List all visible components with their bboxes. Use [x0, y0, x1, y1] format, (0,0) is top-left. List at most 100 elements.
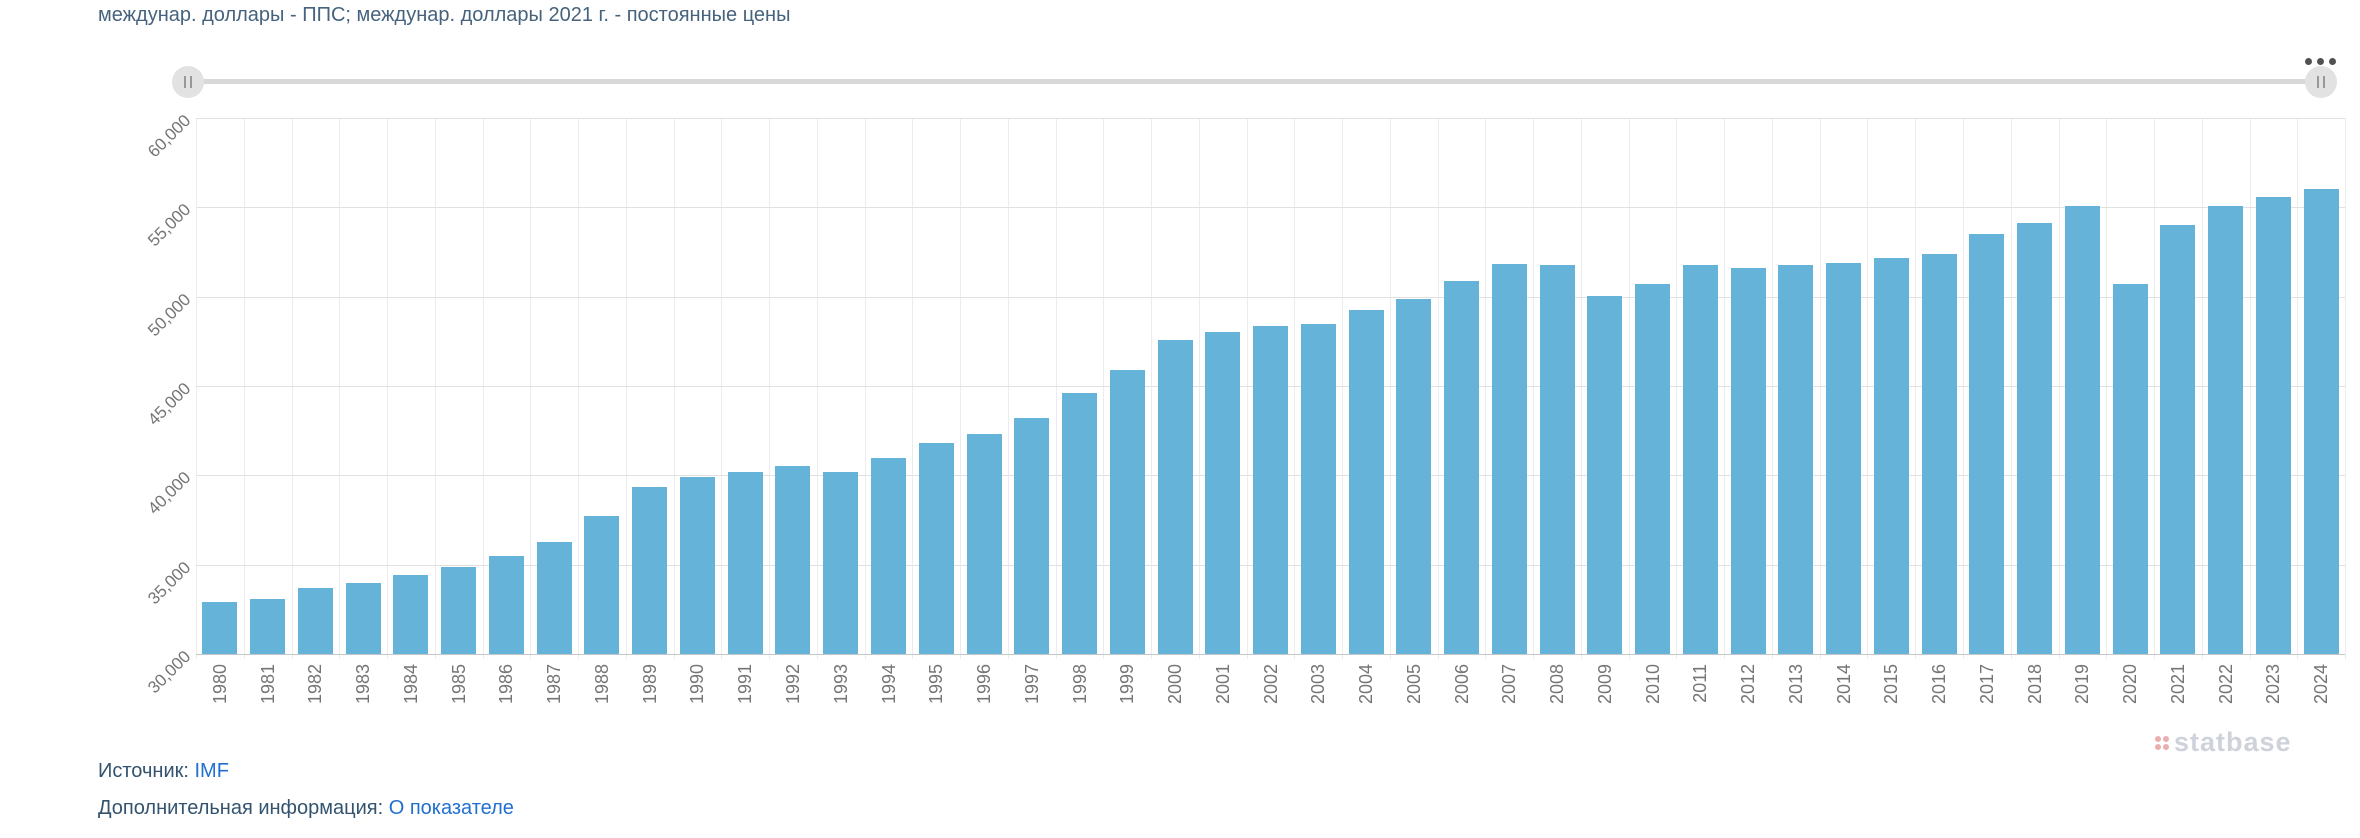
x-axis-tick-label: 2015: [1881, 664, 1902, 705]
bar-2024[interactable]: [2303, 188, 2339, 654]
bar-1989[interactable]: [632, 486, 668, 654]
bar-1987[interactable]: [536, 542, 572, 654]
slider-track[interactable]: [196, 79, 2314, 84]
vertical-gridline: [1724, 118, 1726, 659]
vertical-gridline: [482, 118, 484, 659]
x-axis-tick-label: 2020: [2120, 664, 2141, 705]
x-axis-tick-label: 1991: [735, 664, 756, 705]
vertical-gridline: [1915, 118, 1917, 659]
vertical-gridline: [960, 118, 962, 659]
x-axis-tick-label: 2008: [1547, 664, 1567, 705]
bar-1997[interactable]: [1014, 418, 1050, 654]
bar-2012[interactable]: [1730, 268, 1766, 654]
bar-1992[interactable]: [775, 465, 811, 654]
bar-2000[interactable]: [1157, 340, 1193, 654]
gridline: [196, 207, 2345, 209]
bar-1983[interactable]: [345, 582, 381, 654]
bar-2013[interactable]: [1778, 264, 1814, 654]
bar-1981[interactable]: [250, 598, 286, 654]
bar-1991[interactable]: [727, 471, 763, 654]
bar-2011[interactable]: [1682, 265, 1718, 654]
vertical-gridline: [2106, 118, 2108, 659]
slider-left-handle[interactable]: [172, 66, 204, 98]
bar-2009[interactable]: [1587, 295, 1623, 654]
vertical-gridline: [1533, 118, 1535, 659]
bar-2008[interactable]: [1539, 265, 1575, 654]
bar-2003[interactable]: [1300, 323, 1336, 654]
bar-2014[interactable]: [1826, 262, 1862, 654]
x-axis-line: [196, 654, 2345, 655]
bar-2010[interactable]: [1635, 284, 1670, 654]
bar-1996[interactable]: [966, 434, 1002, 654]
x-axis-tick-label: 2011: [1690, 664, 1711, 703]
bar-2016[interactable]: [1921, 253, 1957, 654]
bar-1998[interactable]: [1062, 393, 1097, 654]
x-axis-tick-label: 1997: [1021, 664, 1042, 705]
vertical-gridline: [625, 118, 627, 659]
y-axis-tick-label: 35,000: [144, 557, 195, 608]
vertical-gridline: [1819, 118, 1821, 659]
bar-1999[interactable]: [1109, 369, 1145, 654]
vertical-gridline: [434, 118, 436, 659]
drag-handle-icon: [184, 76, 186, 88]
x-axis-tick-label: 1982: [305, 664, 326, 705]
bar-2021[interactable]: [2160, 225, 2196, 654]
source-label: Источник:: [98, 760, 189, 782]
vertical-gridline: [1055, 118, 1057, 659]
x-axis-tick-label: 2009: [1594, 664, 1615, 705]
vertical-gridline: [1628, 118, 1630, 659]
vertical-gridline: [578, 118, 579, 659]
source-link[interactable]: IMF: [194, 760, 229, 782]
statbase-logo-icon: [2155, 735, 2169, 750]
drag-handle-icon: [2317, 76, 2319, 88]
bar-1990[interactable]: [679, 477, 715, 654]
bar-2002[interactable]: [1253, 326, 1288, 654]
bar-2004[interactable]: [1348, 310, 1384, 654]
bar-1980[interactable]: [202, 602, 238, 654]
x-axis-tick-label: 2022: [2215, 664, 2236, 705]
bar-2019[interactable]: [2064, 206, 2100, 654]
x-axis-tick-label: 2000: [1165, 664, 1185, 705]
x-axis-tick-label: 1998: [1069, 664, 1090, 705]
vertical-gridline: [2058, 118, 2060, 659]
x-axis-tick-label: 2019: [2072, 664, 2093, 705]
bar-2022[interactable]: [2208, 205, 2244, 654]
vertical-gridline: [1342, 118, 1344, 659]
bar-2001[interactable]: [1205, 331, 1241, 654]
bar-2007[interactable]: [1491, 263, 1527, 654]
vertical-gridline: [1007, 118, 1009, 659]
y-axis-tick-label: 60,000: [144, 110, 195, 162]
bar-1988[interactable]: [584, 516, 620, 654]
bar-1982[interactable]: [297, 587, 333, 654]
x-axis-tick-label: 2023: [2263, 664, 2284, 705]
bar-2018[interactable]: [2017, 222, 2053, 654]
x-axis-tick-label: 1994: [878, 664, 899, 705]
bar-1993[interactable]: [823, 471, 859, 654]
bar-1986[interactable]: [488, 555, 524, 654]
indicator-info-link[interactable]: О показателе: [388, 797, 514, 819]
bar-2020[interactable]: [2112, 284, 2148, 654]
ellipsis-menu-icon[interactable]: [2305, 58, 2336, 65]
bar-1984[interactable]: [393, 575, 429, 654]
bar-2006[interactable]: [1444, 280, 1479, 654]
x-axis-tick-label: 1993: [830, 664, 851, 705]
bar-2005[interactable]: [1396, 299, 1432, 654]
vertical-gridline: [243, 118, 245, 659]
vertical-gridline: [2201, 118, 2203, 659]
x-axis-tick-label: 1988: [591, 664, 612, 705]
x-axis-tick-label: 2006: [1451, 664, 1472, 705]
vertical-gridline: [912, 118, 914, 659]
slider-right-handle[interactable]: [2305, 66, 2337, 98]
y-axis-tick-label: 55,000: [144, 200, 195, 251]
bar-1985[interactable]: [441, 567, 477, 654]
x-axis-tick-label: 1996: [974, 664, 994, 705]
x-axis-tick-label: 2007: [1499, 664, 1520, 705]
bar-2015[interactable]: [1873, 258, 1909, 654]
bar-1995[interactable]: [918, 443, 954, 654]
vertical-gridline: [673, 118, 675, 659]
x-axis-tick-label: 1999: [1117, 664, 1138, 705]
bar-2017[interactable]: [1969, 234, 2005, 654]
bar-2023[interactable]: [2255, 196, 2291, 654]
bar-1994[interactable]: [871, 457, 906, 654]
